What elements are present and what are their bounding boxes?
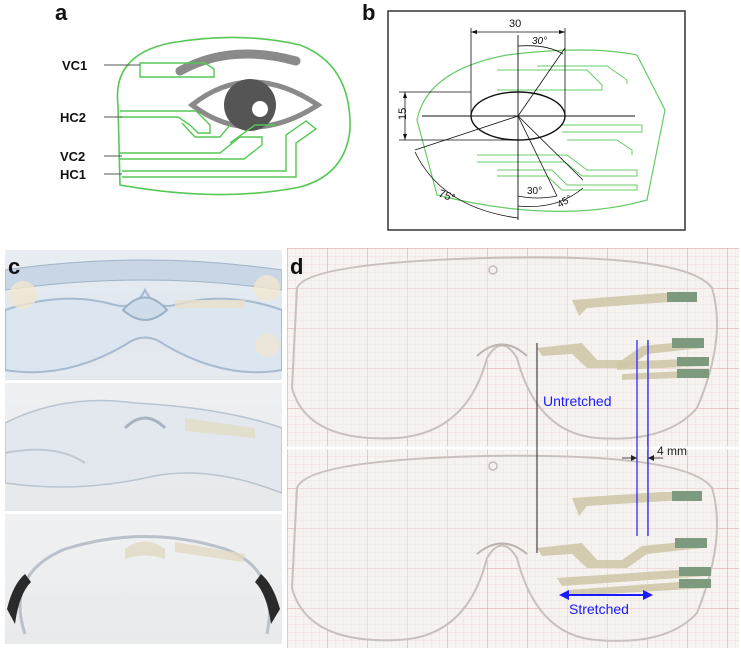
label-hc1: HC1 xyxy=(60,167,86,182)
dim-angle-bottom-1: 30° xyxy=(527,186,542,197)
untretched-label: Untretched xyxy=(543,393,611,409)
lens-outline-b xyxy=(416,49,666,212)
trace-vc2 xyxy=(120,136,263,160)
trace-hc1 xyxy=(122,120,318,178)
stretched-label: Stretched xyxy=(569,601,629,617)
goggle-photo-top xyxy=(5,383,282,511)
panel-b-diagram: 30 15 30° 75° 30° 45° xyxy=(387,10,686,231)
panel-label-a: a xyxy=(55,0,68,25)
trace-vc2-pad xyxy=(229,124,275,144)
dim-width: 30 xyxy=(509,18,521,30)
dim-height: 15 xyxy=(397,108,409,120)
eye-iris xyxy=(224,79,276,131)
panel-a-diagram: VC1 HC2 VC2 HC1 xyxy=(60,36,351,196)
trace-hc2-pad xyxy=(181,122,231,138)
eyebrow-shape xyxy=(175,49,301,76)
trace-vc1 xyxy=(139,62,215,78)
trace-hc2 xyxy=(120,110,211,134)
label-vc2: VC2 xyxy=(60,149,85,164)
label-hc2: HC2 xyxy=(60,110,86,125)
panel-label-d: d xyxy=(290,254,304,279)
goggle-photo-front xyxy=(5,250,282,380)
lens-outline xyxy=(116,36,351,196)
dim-angle-top: 30° xyxy=(532,36,547,47)
dim-angle-left: 75° xyxy=(437,188,457,205)
panel-d-photo: 4 mm Untretched Stretched xyxy=(287,248,739,648)
label-vc1: VC1 xyxy=(62,58,87,73)
eye-highlight xyxy=(252,101,268,117)
gap-label: 4 mm xyxy=(657,444,687,458)
panel-label-c: c xyxy=(8,254,21,279)
goggle-photo-side xyxy=(5,514,282,644)
panel-label-b: b xyxy=(362,0,376,25)
